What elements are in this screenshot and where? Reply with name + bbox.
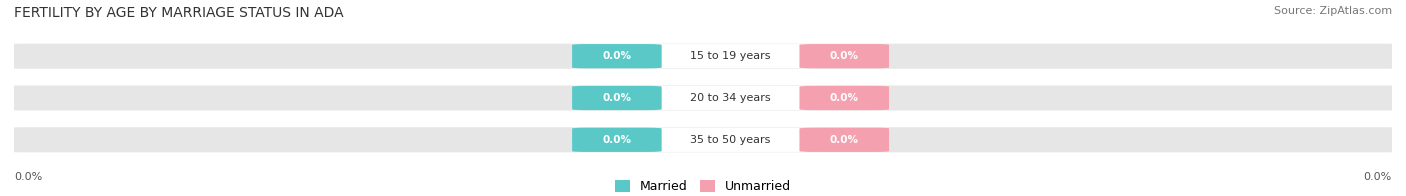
Text: FERTILITY BY AGE BY MARRIAGE STATUS IN ADA: FERTILITY BY AGE BY MARRIAGE STATUS IN A…	[14, 6, 343, 20]
FancyBboxPatch shape	[641, 128, 820, 152]
FancyBboxPatch shape	[800, 128, 889, 152]
FancyBboxPatch shape	[572, 128, 662, 152]
Text: 0.0%: 0.0%	[830, 93, 859, 103]
Text: 0.0%: 0.0%	[602, 135, 631, 145]
FancyBboxPatch shape	[11, 43, 1395, 70]
FancyBboxPatch shape	[11, 126, 1395, 153]
Text: 0.0%: 0.0%	[1364, 172, 1392, 182]
FancyBboxPatch shape	[572, 44, 662, 68]
Text: 0.0%: 0.0%	[830, 135, 859, 145]
Text: Source: ZipAtlas.com: Source: ZipAtlas.com	[1274, 6, 1392, 16]
Text: 0.0%: 0.0%	[14, 172, 42, 182]
Legend: Married, Unmarried: Married, Unmarried	[610, 175, 796, 196]
FancyBboxPatch shape	[641, 86, 820, 110]
Text: 0.0%: 0.0%	[602, 51, 631, 61]
FancyBboxPatch shape	[800, 86, 889, 110]
Text: 15 to 19 years: 15 to 19 years	[690, 51, 770, 61]
Text: 20 to 34 years: 20 to 34 years	[690, 93, 770, 103]
FancyBboxPatch shape	[641, 44, 820, 68]
Text: 35 to 50 years: 35 to 50 years	[690, 135, 770, 145]
FancyBboxPatch shape	[572, 86, 662, 110]
Text: 0.0%: 0.0%	[602, 93, 631, 103]
FancyBboxPatch shape	[800, 44, 889, 68]
FancyBboxPatch shape	[11, 84, 1395, 112]
Text: 0.0%: 0.0%	[830, 51, 859, 61]
